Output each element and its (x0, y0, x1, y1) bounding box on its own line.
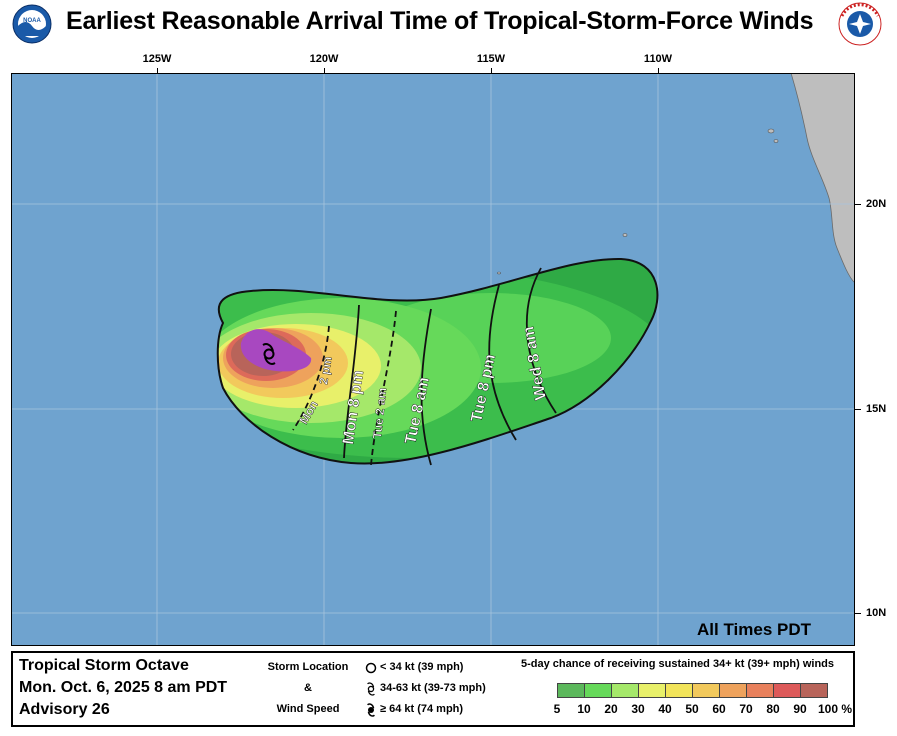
probability-label: 30 (631, 702, 645, 716)
symbol-label: < 34 kt (39 mph) (380, 661, 464, 673)
tropical-storm-icon (262, 343, 276, 365)
key-label-storm-location: Storm Location (267, 661, 349, 673)
lat-tick (855, 204, 861, 205)
legend-panel: Tropical Storm Octave Mon. Oct. 6, 2025 … (11, 651, 855, 727)
nws-logo (838, 2, 882, 46)
probability-swatch (638, 683, 666, 698)
hurricane-icon (367, 702, 375, 717)
isochrones (292, 267, 557, 466)
lat-tick (855, 613, 861, 614)
map-panel: 2 pm Mon Mon 8 pm Tue 2 am Tue 8 am Tue … (11, 73, 855, 646)
key-label-ampersand: & (304, 682, 312, 694)
label-tue-2am: Tue 2 am (370, 387, 389, 439)
storm-name: Tropical Storm Octave (19, 657, 189, 674)
lat-label-20n: 20N (866, 198, 887, 210)
isochrone-mon-2pm (292, 325, 330, 431)
probability-swath (217, 258, 658, 464)
storm-advisory: Advisory 26 (19, 701, 110, 718)
probability-label: 70 (739, 702, 753, 716)
symbol-label: ≥ 64 kt (74 mph) (380, 703, 464, 715)
isochrone-mon-8pm (343, 304, 360, 459)
probability-swatch (773, 683, 801, 698)
lon-label-110w: 110W (643, 53, 673, 65)
label-mon-2pm: 2 pm (316, 355, 335, 385)
probability-swatch (665, 683, 693, 698)
probability-label: 10 (577, 702, 591, 716)
symbol-row: < 34 kt (39 mph) (365, 657, 486, 678)
probability-label: 60 (712, 702, 726, 716)
probability-legend-title: 5-day chance of receiving sustained 34+ … (521, 658, 834, 670)
lat-tick (855, 409, 861, 410)
noaa-logo: NOAA (12, 4, 52, 44)
symbol-row: 34-63 kt (39-73 mph) (365, 678, 486, 699)
title-bar: NOAA Earliest Reasonable Arrival Time of… (0, 0, 897, 46)
probability-swatch (719, 683, 747, 698)
lon-tick (658, 68, 659, 73)
probability-swatch (692, 683, 720, 698)
lat-label-15n: 15N (866, 403, 887, 415)
island (622, 233, 628, 237)
tropical-storm-icon (367, 681, 375, 696)
key-labels: Storm Location & Wind Speed (263, 657, 353, 720)
swath-outline (216, 257, 659, 465)
probability-label: 80 (766, 702, 780, 716)
probability-swatches (557, 683, 828, 698)
lon-tick (157, 68, 158, 73)
probability-label: 40 (658, 702, 672, 716)
probability-label: 90 (793, 702, 807, 716)
probability-label: 5 (553, 702, 561, 716)
lon-label-120w: 120W (309, 53, 339, 65)
symbol-row: ≥ 64 kt (74 mph) (365, 699, 486, 720)
isochrone-wed-8am (525, 267, 557, 414)
probability-label: 20 (604, 702, 618, 716)
probability-label: 50 (685, 702, 699, 716)
symbol-label: 34-63 kt (39-73 mph) (380, 682, 486, 694)
probability-label: 100 % (817, 702, 853, 716)
lon-label-125w: 125W (142, 53, 172, 65)
storm-datetime: Mon. Oct. 6, 2025 8 am PDT (19, 679, 228, 696)
key-label-wind-speed: Wind Speed (276, 703, 340, 715)
lon-label-115w: 115W (476, 53, 506, 65)
island (767, 128, 775, 134)
page-title: Earliest Reasonable Arrival Time of Trop… (66, 7, 814, 35)
probability-swatch (557, 683, 585, 698)
island (773, 139, 779, 143)
island (497, 271, 501, 275)
svg-text:NOAA: NOAA (23, 18, 41, 24)
isochrone-tue-8pm (488, 284, 517, 441)
probability-swatch (611, 683, 639, 698)
storm-info: Tropical Storm Octave Mon. Oct. 6, 2025 … (19, 655, 227, 721)
lon-tick (324, 68, 325, 73)
isochrone-tue-8am (420, 308, 432, 466)
land-mainland-edge (823, 73, 855, 133)
probability-swatch (800, 683, 828, 698)
symbol-key: < 34 kt (39 mph) 34-63 kt (39-73 mph) ≥ … (365, 657, 486, 720)
lon-tick (491, 68, 492, 73)
time-zone-note: All Times PDT (697, 620, 811, 639)
probability-swatch (746, 683, 774, 698)
circle-icon (365, 662, 377, 673)
lat-label-10n: 10N (866, 607, 887, 619)
probability-swatch (584, 683, 612, 698)
